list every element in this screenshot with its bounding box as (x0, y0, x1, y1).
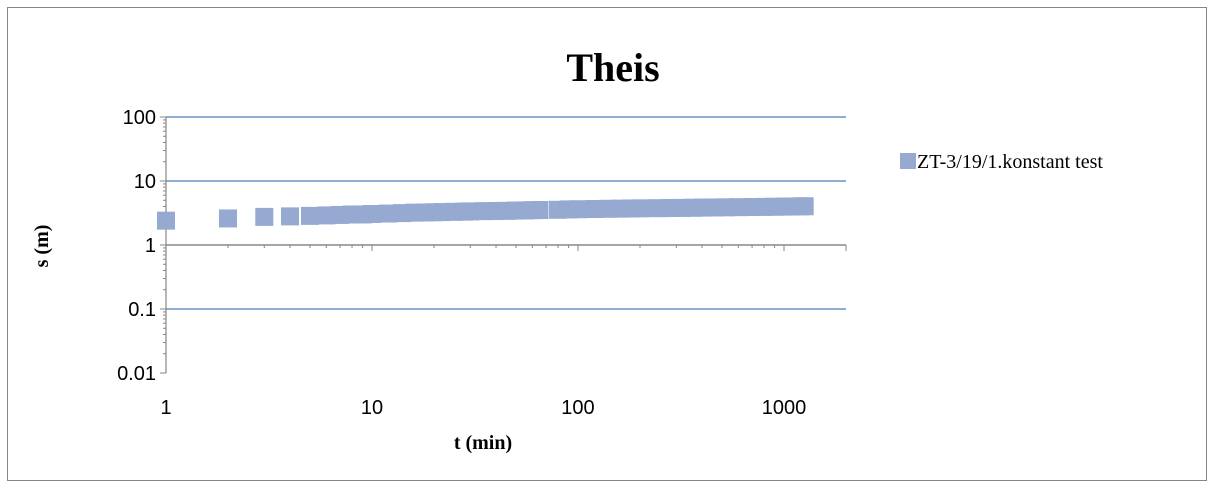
data-points (157, 197, 814, 230)
data-point (568, 200, 587, 219)
data-point (379, 204, 398, 223)
chart-area: Theis 100 10 1 0.1 0.01 1 10 100 1000 t (min) s… (7, 7, 1207, 481)
data-point (631, 199, 650, 218)
x-axis-label: t (min) (454, 432, 512, 454)
legend: ZT-3/19/1.konstant test (900, 151, 1103, 173)
data-point (461, 202, 480, 221)
data-point (317, 206, 336, 225)
data-point (795, 197, 814, 216)
y-axis-label: s (m) (31, 225, 53, 268)
data-point (530, 201, 549, 220)
data-point (647, 199, 666, 218)
chart-title: Theis (566, 45, 659, 90)
y-tick-label: 100 (123, 107, 156, 129)
x-tick-label: 1 (160, 397, 171, 419)
data-point (362, 205, 381, 224)
axes (160, 116, 847, 374)
y-tick-label: 0.01 (117, 363, 156, 385)
x-tick-labels: 1 10 100 1000 (160, 397, 806, 419)
legend-swatch (900, 153, 916, 169)
x-tick-label: 1000 (762, 397, 807, 419)
data-point (585, 200, 604, 219)
data-point (300, 206, 319, 225)
y-tick-label: 1 (145, 235, 156, 257)
chart-svg: Theis 100 10 1 0.1 0.01 1 10 100 1000 t (min) s… (31, 45, 1103, 454)
legend-label: ZT-3/19/1.konstant test (917, 151, 1103, 173)
y-tick-label: 0.1 (128, 299, 156, 321)
y-tick-labels: 100 10 1 0.1 0.01 (117, 107, 156, 385)
x-tick-label: 10 (361, 397, 383, 419)
data-point (281, 207, 300, 226)
y-tick-label: 10 (134, 171, 156, 193)
data-point (729, 198, 748, 217)
data-point (157, 211, 175, 230)
data-point (255, 207, 274, 226)
x-tick-label: 100 (561, 397, 594, 419)
data-point (219, 209, 238, 228)
